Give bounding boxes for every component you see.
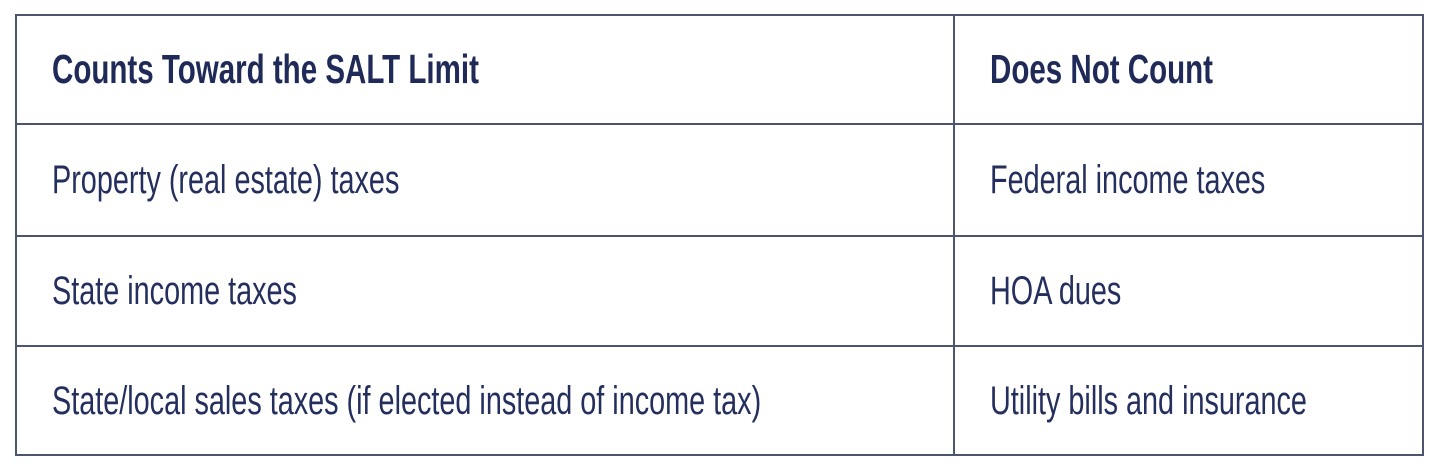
table-cell-state-income-taxes: State income taxes xyxy=(17,237,955,347)
table-cell-federal-income-taxes: Federal income taxes xyxy=(955,125,1422,237)
cell-label: HOA dues xyxy=(990,269,1122,313)
table-cell-property-taxes: Property (real estate) taxes xyxy=(17,125,955,237)
header-cell-does-not-count: Does Not Count xyxy=(955,16,1422,125)
salt-limit-table: Counts Toward the SALT Limit Does Not Co… xyxy=(15,14,1424,456)
cell-label: Utility bills and insurance xyxy=(990,378,1307,423)
table-cell-state-local-sales-taxes: State/local sales taxes (if elected inst… xyxy=(17,347,955,454)
table-cell-utility-bills-insurance: Utility bills and insurance xyxy=(955,347,1422,454)
cell-label: Federal income taxes xyxy=(990,158,1266,202)
header-label-counts: Counts Toward the SALT Limit xyxy=(52,45,479,92)
cell-label: Property (real estate) taxes xyxy=(52,158,400,202)
cell-label: State income taxes xyxy=(52,269,297,313)
header-cell-counts-toward-salt-limit: Counts Toward the SALT Limit xyxy=(17,16,955,125)
header-label-does-not-count: Does Not Count xyxy=(990,45,1214,92)
cell-label: State/local sales taxes (if elected inst… xyxy=(52,378,762,423)
table-cell-hoa-dues: HOA dues xyxy=(955,237,1422,347)
